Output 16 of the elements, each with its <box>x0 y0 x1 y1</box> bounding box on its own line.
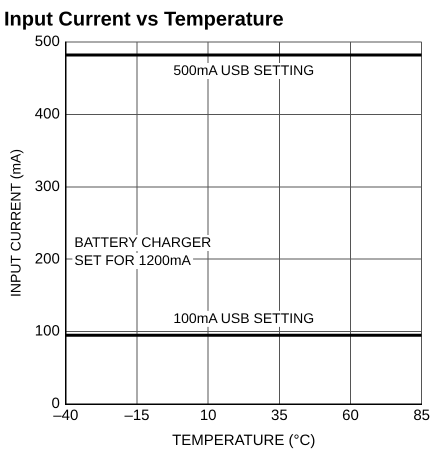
y-tick-label: 400 <box>34 106 60 123</box>
x-axis-title: TEMPERATURE (°C) <box>172 432 316 450</box>
x-tick-label: 85 <box>413 407 430 424</box>
annotation: 500mA USB SETTING <box>173 62 314 78</box>
y-axis-title: INPUT CURRENT (mA) <box>7 148 24 298</box>
annotation: BATTERY CHARGER SET FOR 1200mA <box>74 234 212 268</box>
x-tick-label: 35 <box>270 407 288 424</box>
y-tick-label: 100 <box>34 322 60 340</box>
y-tick-label: 300 <box>34 178 60 195</box>
x-tick-label: 60 <box>342 407 359 424</box>
y-tick-label: 200 <box>34 250 60 268</box>
x-tick-label: 10 <box>200 407 217 424</box>
chart-title: Input Current vs Temperature <box>4 8 284 31</box>
y-tick-label: 500 <box>34 33 60 50</box>
x-tick-label: –15 <box>124 407 150 424</box>
annotation: 100mA USB SETTING <box>173 310 314 326</box>
